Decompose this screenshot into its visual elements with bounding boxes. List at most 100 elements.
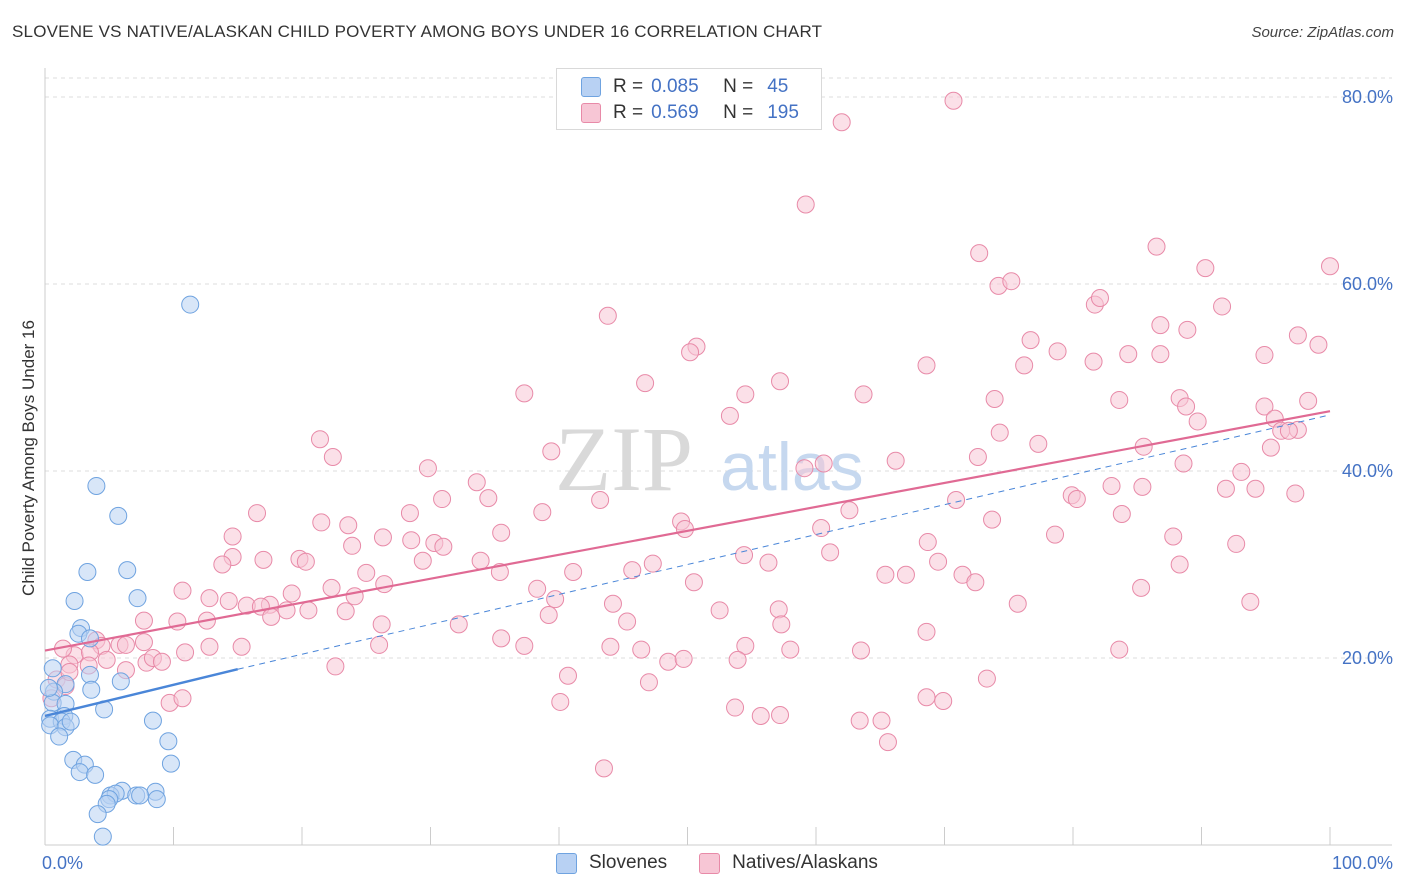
native-point (736, 636, 755, 655)
native-point (659, 652, 678, 671)
native-point (917, 688, 936, 707)
native-point (402, 531, 421, 550)
native-point (771, 706, 790, 725)
natives-trend-line (44, 410, 1331, 652)
native-point (467, 473, 486, 492)
native-point (134, 633, 153, 652)
native-point (726, 698, 745, 717)
native-point (433, 490, 452, 509)
native-point (632, 640, 651, 659)
watermark-atlas: atlas (720, 429, 864, 505)
slovene-point (65, 591, 84, 610)
native-point (1102, 476, 1121, 495)
native-point (551, 692, 570, 711)
bottom-legend-slovenes[interactable]: Slovenes (556, 852, 667, 874)
native-point (434, 537, 453, 556)
natives-points (42, 91, 1339, 778)
legend-row-natives: R = 0.569 N = 195 (581, 101, 799, 125)
native-point (1255, 346, 1274, 365)
native-point (418, 459, 437, 478)
native-point (1321, 257, 1339, 276)
native-point (471, 551, 490, 570)
native-point (947, 490, 966, 509)
slovene-point (93, 827, 112, 846)
native-point (262, 607, 281, 626)
slovene-point (118, 561, 137, 580)
slovene-point (82, 680, 101, 699)
native-point (1213, 297, 1232, 316)
native-point (598, 306, 617, 325)
native-point (759, 553, 778, 572)
natives-r-value: 0.569 (651, 102, 699, 123)
native-point (1110, 640, 1129, 659)
native-point (990, 423, 1009, 442)
native-point (918, 533, 937, 552)
native-point (968, 447, 987, 466)
native-point (1015, 356, 1034, 375)
slovenes-trend-line (44, 668, 239, 718)
native-point (618, 612, 637, 631)
native-point (310, 430, 329, 449)
native-point (1241, 592, 1260, 611)
native-point (878, 733, 897, 752)
slovene-point (87, 476, 106, 495)
native-point (323, 447, 342, 466)
slovene-point (147, 790, 166, 809)
axes (44, 68, 1392, 846)
native-point (372, 615, 391, 634)
native-point (1177, 397, 1196, 416)
native-point (539, 605, 558, 624)
native-point (1084, 352, 1103, 371)
native-point (282, 584, 301, 603)
native-point (1029, 434, 1048, 453)
native-point (479, 489, 498, 508)
native-point (312, 513, 331, 532)
native-point (299, 601, 318, 620)
slovene-point (43, 659, 62, 678)
native-point (1227, 534, 1246, 553)
native-point (1002, 272, 1021, 291)
tick-labels: 20.0% 40.0% 60.0% 80.0% 0.0% 100.0% (42, 87, 1393, 873)
slovenes-n-value: 45 (767, 76, 789, 97)
native-point (840, 501, 859, 520)
native-point (674, 649, 693, 668)
native-point (1133, 477, 1152, 496)
native-point (326, 657, 345, 676)
native-point (832, 113, 851, 132)
native-point (684, 573, 703, 592)
native-point (542, 442, 561, 461)
native-point (336, 602, 355, 621)
native-point (1151, 345, 1170, 364)
native-point (400, 504, 419, 523)
native-point (1110, 390, 1129, 409)
bottom-legend: Slovenes Natives/Alaskans (556, 852, 910, 874)
slovene-point (80, 665, 99, 684)
native-point (1246, 479, 1265, 498)
slovenes-legend-label: Slovenes (589, 852, 668, 873)
native-point (200, 637, 219, 656)
bottom-legend-natives[interactable]: Natives/Alaskans (699, 852, 878, 874)
slovene-point (128, 589, 147, 608)
slovenes-r-value: 0.085 (651, 76, 699, 97)
chart-title: SLOVENE VS NATIVE/ALASKAN CHILD POVERTY … (12, 22, 823, 41)
native-point (735, 546, 754, 565)
native-point (795, 459, 814, 478)
legend-n-label: N = (723, 102, 754, 123)
native-point (375, 575, 394, 594)
native-point (917, 356, 936, 375)
native-point (814, 454, 833, 473)
native-point (1132, 578, 1151, 597)
slovene-point (78, 562, 97, 581)
legend-n-label: N = (723, 76, 754, 97)
native-point (896, 565, 915, 584)
slovene-point (159, 732, 178, 751)
native-point (248, 504, 267, 523)
native-point (1216, 479, 1235, 498)
slovene-point (61, 712, 80, 731)
native-point (564, 562, 583, 581)
native-point (681, 343, 700, 362)
native-point (173, 581, 192, 600)
native-point (977, 669, 996, 688)
natives-legend-swatch (699, 852, 721, 874)
native-point (769, 600, 788, 619)
